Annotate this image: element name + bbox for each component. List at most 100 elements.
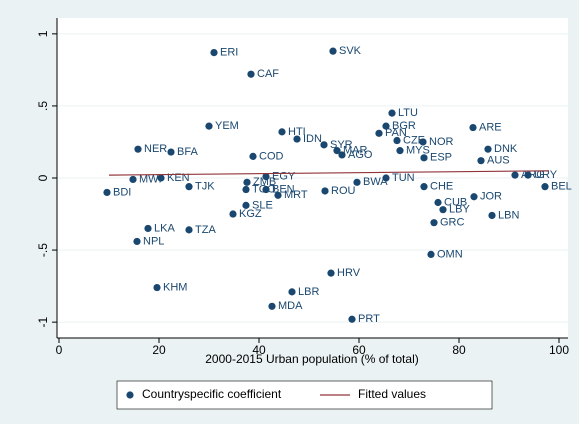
point-label: GRC xyxy=(440,217,465,229)
y-tick-label: -.5 xyxy=(36,243,50,257)
point-label: TUN xyxy=(392,172,415,184)
point-label: ROU xyxy=(331,185,356,197)
point-label: MAR xyxy=(343,145,368,157)
legend-marker xyxy=(126,391,134,399)
x-tick-label: 20 xyxy=(152,343,166,357)
point xyxy=(388,109,396,117)
point xyxy=(262,172,270,181)
point xyxy=(185,226,193,234)
point-label: URY xyxy=(534,169,558,181)
point xyxy=(393,136,401,145)
point xyxy=(439,206,447,214)
point-label: ZMB xyxy=(253,176,276,188)
point-label: ARE xyxy=(479,121,502,133)
legend xyxy=(116,380,493,410)
point xyxy=(268,302,276,310)
point xyxy=(167,148,175,156)
point-label: LKA xyxy=(154,222,175,234)
point xyxy=(262,185,270,194)
point xyxy=(247,70,255,78)
point-label: ARG xyxy=(521,169,545,181)
point-label: CAF xyxy=(257,68,279,80)
point-label: CUB xyxy=(444,196,467,208)
point xyxy=(382,122,390,130)
point-label: MWI xyxy=(139,173,162,185)
point xyxy=(419,138,427,146)
point xyxy=(157,174,165,182)
point xyxy=(396,147,404,155)
point xyxy=(488,211,496,220)
point-label: BFA xyxy=(177,146,198,158)
point xyxy=(293,135,301,143)
point-label: PAN xyxy=(385,127,407,139)
point xyxy=(382,174,390,182)
point-label: LBN xyxy=(498,209,519,221)
point xyxy=(375,129,383,137)
point xyxy=(242,185,250,194)
point-label: OMN xyxy=(437,248,463,260)
point xyxy=(338,151,346,159)
y-tick-label: .5 xyxy=(36,101,50,111)
point xyxy=(420,183,428,191)
point xyxy=(153,283,161,292)
point-label: MDA xyxy=(278,300,303,312)
point-label: MYS xyxy=(406,145,430,157)
point-label: CHE xyxy=(430,181,453,193)
point-label: BWA xyxy=(363,176,388,188)
point-label: DNK xyxy=(494,143,518,155)
x-tick-label: 60 xyxy=(352,343,366,357)
point-label: BDI xyxy=(113,186,131,198)
x-tick-label: 80 xyxy=(452,343,466,357)
point-label: BEL xyxy=(551,181,572,193)
point xyxy=(524,171,532,179)
point xyxy=(327,269,335,277)
point xyxy=(541,183,549,191)
point-label: ERI xyxy=(220,47,238,59)
point xyxy=(329,47,337,55)
point xyxy=(320,141,328,149)
y-tick-label: 1 xyxy=(36,30,50,37)
point xyxy=(205,122,213,130)
point-label: JOR xyxy=(480,191,502,203)
point xyxy=(333,147,341,155)
point-label: COD xyxy=(259,150,284,162)
x-tick-label: 100 xyxy=(549,343,569,357)
point xyxy=(134,145,142,153)
point xyxy=(243,178,251,186)
point xyxy=(229,210,237,218)
point-label: LBR xyxy=(298,286,319,298)
point xyxy=(210,48,218,57)
point-label: BEN xyxy=(272,183,295,195)
point-label: TZA xyxy=(195,224,216,236)
point xyxy=(144,224,152,233)
point xyxy=(129,175,137,184)
point-label: CZE xyxy=(403,134,425,146)
point xyxy=(242,201,250,209)
point-label: NER xyxy=(144,143,167,155)
point-label: TJK xyxy=(195,181,215,193)
point xyxy=(469,123,477,132)
point xyxy=(511,171,519,179)
point-label: HTI xyxy=(288,126,306,138)
point-label: BGR xyxy=(392,120,416,132)
point-label: YEM xyxy=(215,120,239,132)
point xyxy=(185,183,193,191)
point-label: IDN xyxy=(303,133,322,145)
point xyxy=(420,154,428,162)
point-label: ESP xyxy=(430,152,452,164)
point-label: HRV xyxy=(337,267,361,279)
point-label: NPL xyxy=(143,235,164,247)
fitted-line xyxy=(108,170,550,176)
x-tick-label: 0 xyxy=(56,343,63,357)
point xyxy=(103,188,111,197)
point xyxy=(434,198,442,207)
legend-label: Fitted values xyxy=(358,387,426,401)
point xyxy=(348,315,356,323)
point-label: KHM xyxy=(163,281,187,293)
y-tick-label: -1 xyxy=(36,316,50,327)
point-label: LTU xyxy=(398,107,418,119)
point-label: PRT xyxy=(358,313,380,325)
point xyxy=(353,178,361,186)
point-label: NOR xyxy=(429,136,454,148)
